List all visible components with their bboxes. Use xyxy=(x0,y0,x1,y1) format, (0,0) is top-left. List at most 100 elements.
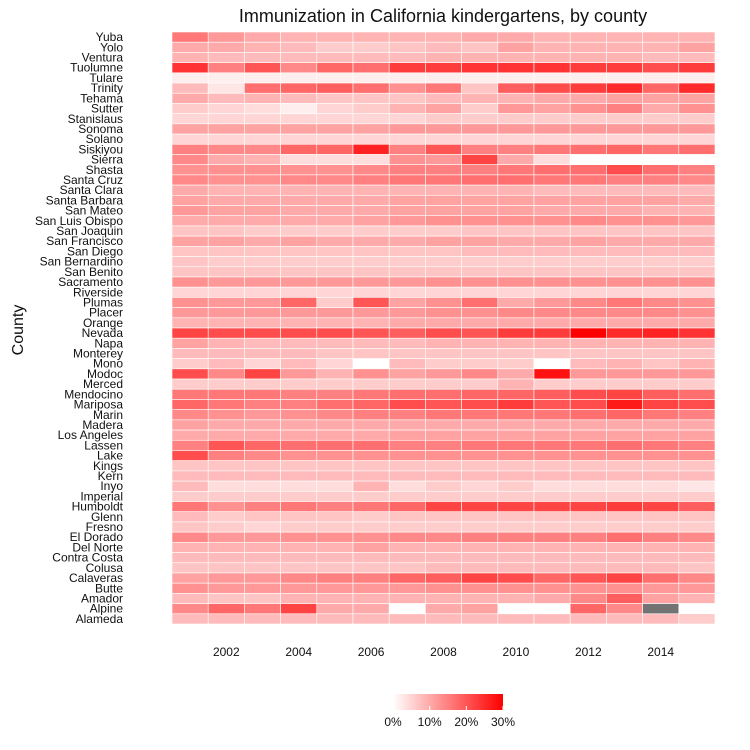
county-label: Mendocino xyxy=(64,387,123,401)
heatmap-cell xyxy=(678,92,716,104)
heatmap-cell xyxy=(642,491,680,502)
heatmap-cell xyxy=(316,439,354,451)
heatmap-cell xyxy=(606,215,643,227)
heatmap-cell xyxy=(388,307,426,319)
heatmap-cell xyxy=(388,603,426,615)
heatmap-cell xyxy=(171,92,209,104)
heatmap-cell xyxy=(207,429,245,441)
y-axis-label: County xyxy=(10,305,27,356)
heatmap-cell xyxy=(642,470,680,482)
heatmap-cell xyxy=(207,388,245,400)
heatmap-cell xyxy=(606,450,643,461)
heatmap-cell xyxy=(461,470,499,482)
heatmap-cell xyxy=(533,613,571,625)
heatmap-cell xyxy=(207,72,245,84)
heatmap-cell xyxy=(280,82,318,94)
heatmap-cell xyxy=(388,133,426,145)
heatmap-cell xyxy=(280,154,318,165)
heatmap-cell xyxy=(171,419,209,431)
heatmap-cell xyxy=(678,215,716,227)
heatmap-cell xyxy=(606,184,643,196)
heatmap-cell xyxy=(388,480,426,492)
heatmap-cell xyxy=(569,511,607,523)
heatmap-cell xyxy=(280,266,318,278)
heatmap-cell xyxy=(280,317,318,329)
heatmap-cell xyxy=(171,225,209,237)
heatmap-cell xyxy=(533,215,571,227)
heatmap-cell xyxy=(461,358,499,370)
heatmap-cell xyxy=(678,307,716,319)
heatmap-cell xyxy=(461,113,499,125)
heatmap-cell xyxy=(425,205,462,217)
heatmap-cell xyxy=(461,266,499,278)
county-label: Lake xyxy=(97,449,123,463)
heatmap-cell xyxy=(533,480,571,492)
heatmap-cell xyxy=(244,572,281,584)
heatmap-cell xyxy=(352,133,390,145)
heatmap-cell xyxy=(533,113,571,125)
heatmap-cell xyxy=(642,521,680,533)
county-label: El Dorado xyxy=(70,530,124,544)
heatmap-cell xyxy=(388,256,426,268)
heatmap-cell xyxy=(642,450,680,461)
heatmap-cell xyxy=(352,521,390,533)
heatmap-cell xyxy=(678,123,716,135)
county-label: Humboldt xyxy=(72,500,124,514)
heatmap-cell xyxy=(280,297,318,308)
heatmap-cell xyxy=(244,205,281,217)
heatmap-cell xyxy=(207,92,245,104)
heatmap-cell xyxy=(244,297,281,308)
heatmap-cell xyxy=(388,113,426,125)
heatmap-cell xyxy=(207,562,245,574)
heatmap-cell xyxy=(642,235,680,247)
county-label: San Francisco xyxy=(46,234,123,248)
heatmap-cell xyxy=(461,256,499,268)
heatmap-cell xyxy=(352,164,390,176)
heatmap-cell xyxy=(352,501,390,513)
heatmap-cell xyxy=(461,92,499,104)
heatmap-cell xyxy=(606,103,643,114)
heatmap-cell xyxy=(461,511,499,523)
heatmap-cell xyxy=(244,154,281,165)
heatmap-cell xyxy=(497,41,535,53)
heatmap-cell xyxy=(497,317,535,329)
county-label: Marin xyxy=(93,408,123,422)
heatmap-cell xyxy=(352,31,390,43)
heatmap-cell xyxy=(569,41,607,53)
heatmap-cell xyxy=(642,195,680,206)
heatmap-cell xyxy=(533,195,571,206)
heatmap-cell xyxy=(606,429,643,441)
heatmap-cell xyxy=(388,103,426,114)
heatmap-cell xyxy=(678,143,716,155)
heatmap-cell xyxy=(425,439,462,451)
heatmap-cell xyxy=(244,184,281,196)
heatmap-cell xyxy=(497,113,535,125)
heatmap-cell xyxy=(606,92,643,104)
heatmap-cell xyxy=(171,195,209,206)
heatmap-cell xyxy=(642,603,680,615)
heatmap-cell xyxy=(207,82,245,94)
heatmap-cell xyxy=(171,297,209,308)
legend-tick-labels: 0% 10% 20% 30% xyxy=(384,706,515,729)
heatmap-cell xyxy=(244,593,281,604)
heatmap-cell xyxy=(171,460,209,472)
heatmap-cell xyxy=(497,235,535,247)
heatmap-cell xyxy=(352,593,390,604)
heatmap-cell xyxy=(388,552,426,564)
heatmap-cell xyxy=(569,337,607,349)
heatmap-cell xyxy=(569,317,607,329)
heatmap-cell xyxy=(497,307,535,319)
heatmap-cell xyxy=(606,388,643,400)
heatmap-cell xyxy=(642,154,680,165)
heatmap-cell xyxy=(207,215,245,227)
heatmap-cell xyxy=(678,52,716,63)
heatmap-cell xyxy=(569,439,607,451)
heatmap-cell xyxy=(171,348,209,359)
county-label: Butte xyxy=(95,581,123,595)
heatmap-cell xyxy=(207,41,245,53)
heatmap-cell xyxy=(171,103,209,114)
heatmap-cell xyxy=(678,429,716,441)
heatmap-cell xyxy=(171,511,209,523)
heatmap-cell xyxy=(352,429,390,441)
heatmap-cell xyxy=(533,256,571,268)
